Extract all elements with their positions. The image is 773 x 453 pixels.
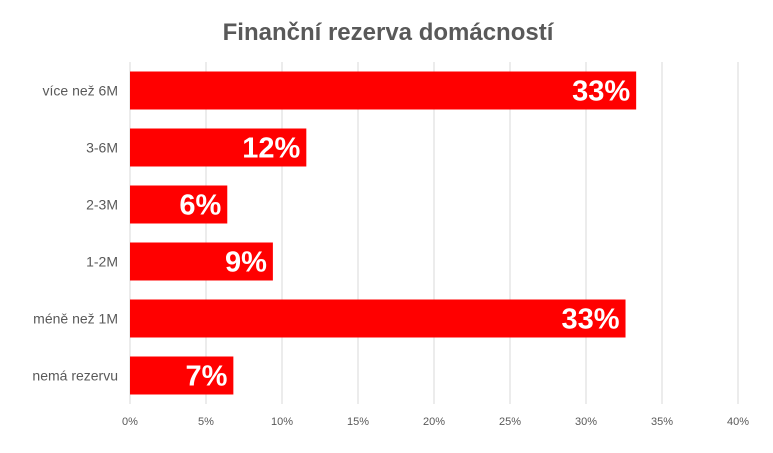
x-tick-label-30: 30%: [575, 416, 597, 428]
x-tick-label-5: 5%: [198, 416, 214, 428]
gridlines: [129, 62, 739, 404]
bar-5: [130, 356, 234, 395]
bar-3: [130, 242, 273, 281]
data-label-3: 9%: [225, 247, 267, 279]
category-label-3: 1-2M: [86, 254, 118, 270]
x-tick-label-15: 15%: [347, 416, 369, 428]
x-axis-tick-labels: 0% 5% 10% 15% 20% 25% 30% 35% 40%: [122, 416, 749, 428]
category-label-5: nemá rezervu: [32, 368, 118, 384]
bar-4: [130, 299, 626, 338]
bars: [130, 71, 637, 395]
x-tick-label-0: 0%: [122, 416, 138, 428]
bar-1: [130, 128, 307, 167]
data-label-1: 12%: [242, 133, 300, 165]
data-label-5: 7%: [185, 361, 227, 393]
data-label-0: 33%: [572, 76, 630, 108]
bar-0: [130, 71, 637, 110]
data-labels: 33% 12% 6%9% 33% 7%: [179, 76, 630, 393]
category-label-4: méně než 1M: [33, 311, 118, 327]
x-tick-label-35: 35%: [651, 416, 673, 428]
bar-2: [130, 185, 228, 224]
category-label-2: 2-3M: [86, 197, 118, 213]
x-tick-label-20: 20%: [423, 416, 445, 428]
data-label-2: 6%: [179, 190, 221, 222]
data-label-4: 33%: [561, 304, 619, 336]
x-tick-label-25: 25%: [499, 416, 521, 428]
category-label-0: více než 6M: [43, 83, 118, 99]
chart-title: Finanční rezerva domácností: [223, 19, 555, 46]
category-labels: více než 6M 3-6M 2-3M 1-2M méně než 1M nemá r…: [32, 83, 118, 384]
x-tick-label-10: 10%: [271, 416, 293, 428]
category-label-1: 3-6M: [86, 140, 118, 156]
x-tick-label-40: 40%: [727, 416, 749, 428]
